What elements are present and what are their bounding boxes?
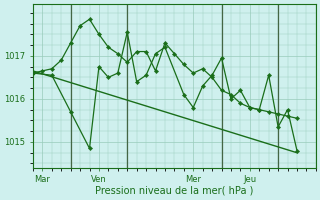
X-axis label: Pression niveau de la mer( hPa ): Pression niveau de la mer( hPa ) [95, 186, 253, 196]
